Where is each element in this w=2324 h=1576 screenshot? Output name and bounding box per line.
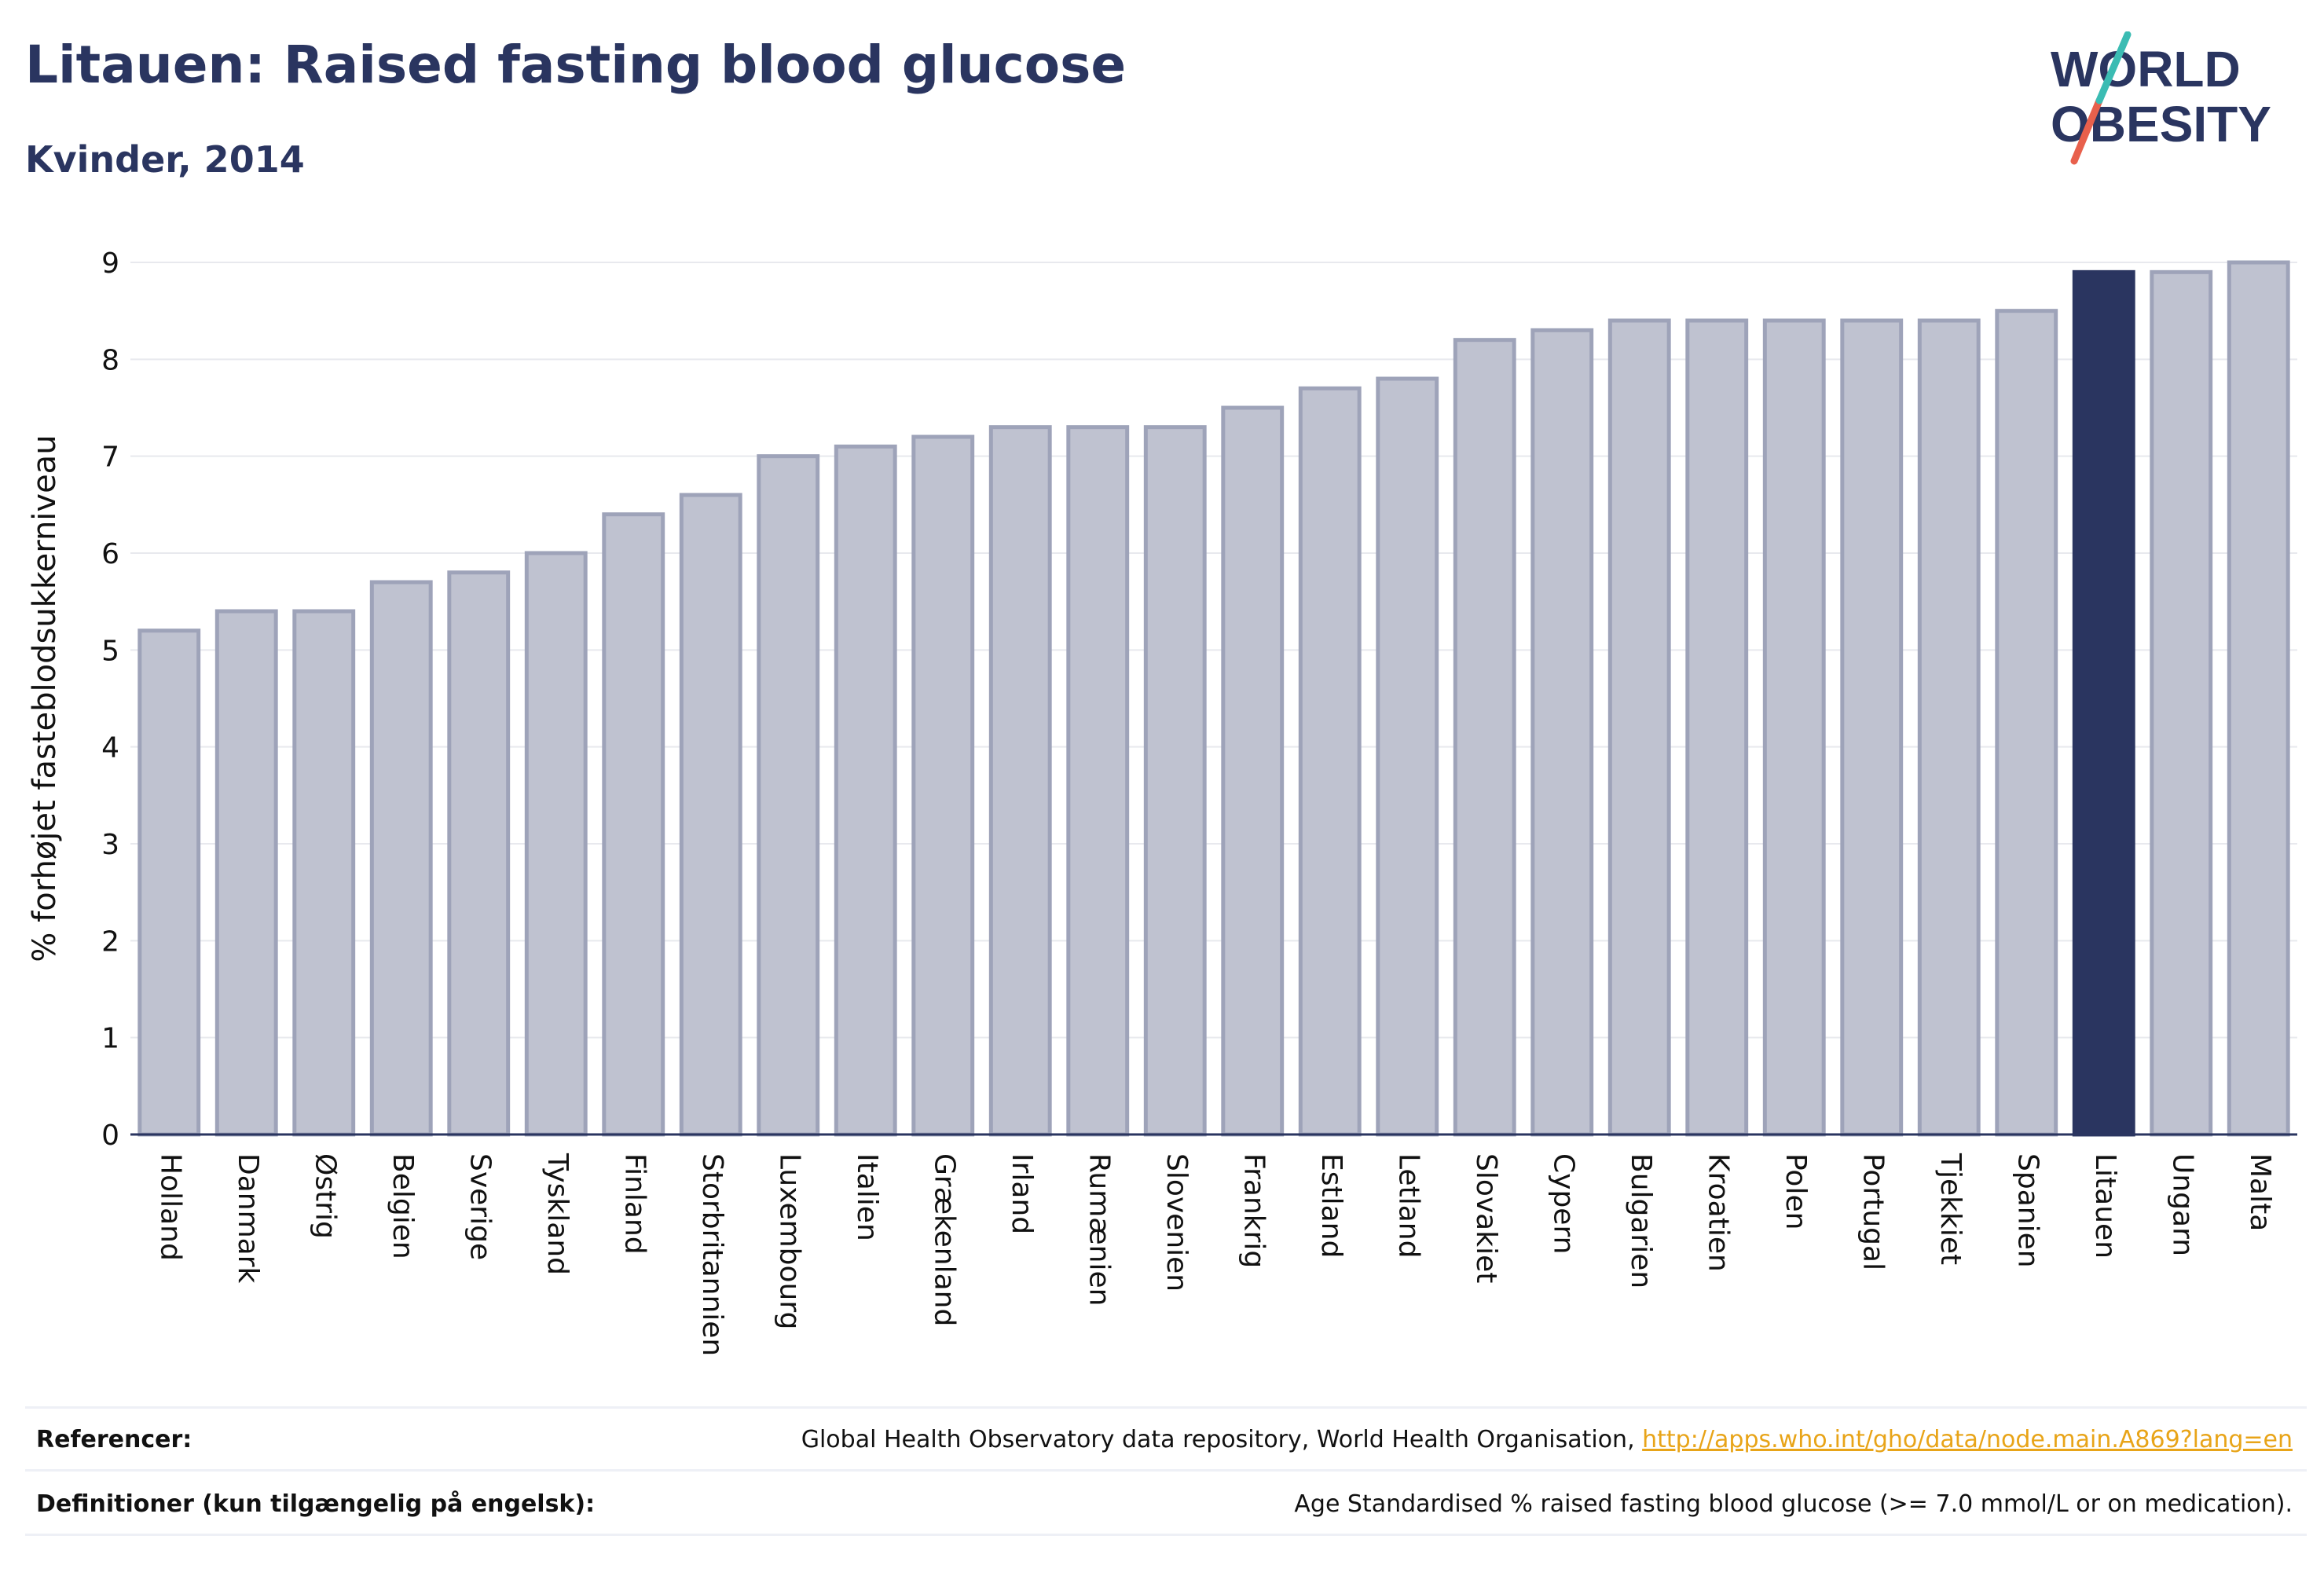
x-tick-label: Frankrig [1237,1153,1270,1268]
bar-Holland [137,629,201,1137]
x-tick-label: Storbritannien [696,1153,728,1356]
logo-slash-red-icon [2070,97,2103,165]
footer-divider-top [25,1406,2307,1409]
y-tick-label: 2 [101,925,119,958]
x-tick-label: Holland [154,1153,186,1261]
x-tick-label: Italien [851,1153,883,1241]
x-tick-label: Malta [2244,1153,2276,1231]
bar-Belgien [369,580,433,1137]
x-tick-label: Sverige [464,1153,496,1260]
x-tick-label: Rumænien [1083,1153,1115,1306]
bar-Østrig [292,609,356,1137]
x-tick-label: Irland [1006,1153,1038,1234]
bar-Luxembourg [757,454,820,1137]
x-tick-label: Tjekkiet [1934,1153,1967,1265]
bar-Frankrig [1221,405,1285,1137]
y-tick-label: 3 [101,829,119,861]
x-tick-label: Slovenien [1160,1153,1193,1292]
bar-Cypern [1530,328,1594,1137]
bar-Estland [1298,386,1362,1137]
bar-Polen [1762,318,1826,1137]
x-tick-label: Letland [1392,1153,1424,1258]
logo-line1: WORLD [2051,41,2241,97]
y-tick-label: 8 [101,344,119,376]
x-tick-labels: Holland Danmark Østrig Belgien Sverige Tyskla… [154,1153,2276,1356]
bar-Ungarn [2150,269,2213,1137]
y-tick-label: 0 [101,1120,119,1152]
x-tick-label: Finland [618,1153,651,1255]
bar-Portugal [1840,318,1904,1137]
x-tick-label: Tyskland [541,1153,574,1275]
x-tick-label: Spanien [2011,1153,2044,1268]
definitions-label: Definitioner (kun tilgængelig på engelsk… [36,1490,596,1518]
references-value: Global Health Observatory data repositor… [801,1426,2293,1453]
y-tick-labels: 0 1 2 3 4 5 6 7 8 9 [101,247,119,1152]
logo-slash-teal-icon [2095,31,2132,104]
x-tick-label: Litauen [2089,1153,2121,1259]
bar-Litauen [2072,269,2135,1137]
x-tick-label: Luxembourg [773,1153,805,1329]
bar-Sverige [447,570,511,1137]
x-tick-label: Danmark [232,1153,264,1284]
bar-Kroatien [1685,318,1749,1137]
bar-Slovakiet [1453,338,1516,1137]
bar-Irland [988,425,1052,1137]
bar-Malta [2227,260,2290,1137]
bar-Finland [602,512,665,1137]
footer-divider-middle [25,1469,2307,1472]
chart-subtitle: Kvinder, 2014 [25,138,305,181]
bar-Tjekkiet [1917,318,1981,1137]
y-tick-label: 9 [101,247,119,280]
x-tick-label: Kroatien [1702,1153,1734,1272]
bar-Storbritannien [679,493,742,1137]
bar-chart: 0 1 2 3 4 5 6 7 8 9 Holland Danmark Østrig Belgien Sv… [27,247,2297,1356]
x-tick-label: Cypern [1547,1153,1579,1254]
y-tick-label: 4 [101,732,119,764]
x-tick-label: Estland [1315,1153,1347,1258]
x-tick-label: Portugal [1857,1153,1889,1270]
bar-Slovenien [1143,425,1207,1137]
bar-Danmark [214,609,278,1137]
y-axis-label: % forhøjet fasteblodsukkerniveau [27,434,63,962]
y-tick-label: 5 [101,635,119,667]
y-tick-label: 7 [101,442,119,474]
bar-Tyskland [524,551,588,1137]
world-obesity-logo: WORLD OBESITY [2051,31,2271,165]
references-text: Global Health Observatory data repositor… [801,1426,1643,1453]
footer-divider-bottom [25,1534,2307,1536]
chart-bars [137,260,2290,1137]
references-link[interactable]: http://apps.who.int/gho/data/node.main.A… [1642,1426,2293,1453]
y-tick-label: 1 [101,1023,119,1055]
x-tick-label: Østrig [309,1153,341,1239]
bar-Bulgarien [1607,318,1671,1137]
bar-Italien [834,444,897,1137]
chart-title: Litauen: Raised fasting blood glucose [25,35,1127,95]
x-tick-label: Bulgarien [1625,1153,1657,1288]
x-tick-label: Belgien [387,1153,419,1259]
bar-Letland [1376,376,1439,1137]
definitions-value: Age Standardised % raised fasting blood … [1294,1490,2293,1518]
x-tick-label: Polen [1780,1153,1812,1230]
x-tick-label: Slovakiet [1470,1153,1502,1283]
y-tick-label: 6 [101,538,119,570]
bar-Grækenland [911,434,975,1137]
x-tick-label: Grækenland [928,1153,960,1326]
bar-Spanien [1995,309,2058,1137]
bar-Rumænien [1066,425,1130,1137]
x-tick-label: Ungarn [2166,1153,2198,1256]
references-label: Referencer: [36,1426,192,1453]
